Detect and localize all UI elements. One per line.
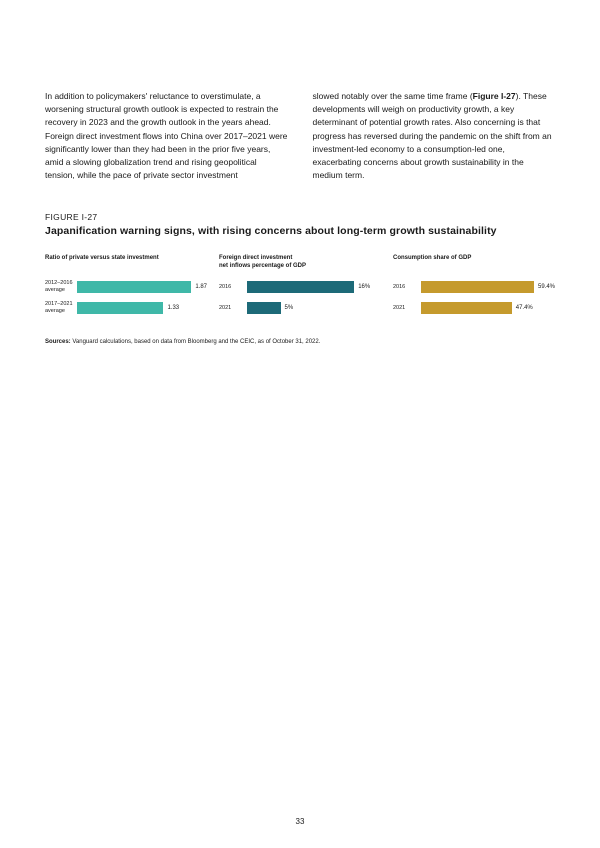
bar-label: 2017–2021average [45,301,77,314]
bar [77,281,191,293]
bar-row: 2021 5% [219,300,381,315]
bar-row: 2016 59.4% [393,279,555,294]
bar-row: 2012–2016average 1.87 [45,279,207,294]
chart-title: Foreign direct investmentnet inflows per… [219,255,381,271]
bar-label: 2016 [393,284,421,290]
figure-label: FIGURE I-27 [45,212,555,222]
bar [421,302,512,314]
bar-value: 5% [285,305,294,311]
bar-row: 2016 16% [219,279,381,294]
bar-value: 1.87 [195,284,207,290]
bar-value: 47.4% [516,305,533,311]
chart-title: Consumption share of GDP [393,255,555,271]
bar-label: 2016 [219,284,247,290]
figure-block: FIGURE I-27 Japanification warning signs… [45,212,555,345]
bar [77,302,163,314]
bar [247,281,354,293]
bar [421,281,534,293]
body-text-columns: In addition to policymakers' reluctance … [45,90,555,182]
bar-value: 16% [358,284,370,290]
chart-fdi: Foreign direct investmentnet inflows per… [219,255,381,321]
bar-row: 2017–2021average 1.33 [45,300,207,315]
bar-value: 59.4% [538,284,555,290]
bar-value: 1.33 [167,305,179,311]
page-number: 33 [296,817,305,826]
bar [247,302,281,314]
charts-row: Ratio of private versus state investment… [45,255,555,321]
body-col1: In addition to policymakers' reluctance … [45,90,288,182]
sources-line: Sources: Vanguard calculations, based on… [45,339,555,345]
body-col2: slowed notably over the same time frame … [313,90,556,182]
chart-title: Ratio of private versus state investment [45,255,207,271]
bar-label: 2021 [219,305,247,311]
chart-ratio: Ratio of private versus state investment… [45,255,207,321]
bar-row: 2021 47.4% [393,300,555,315]
chart-consumption: Consumption share of GDP 2016 59.4% 2021… [393,255,555,321]
bar-label: 2012–2016average [45,280,77,293]
bar-label: 2021 [393,305,421,311]
figure-title: Japanification warning signs, with risin… [45,225,555,237]
